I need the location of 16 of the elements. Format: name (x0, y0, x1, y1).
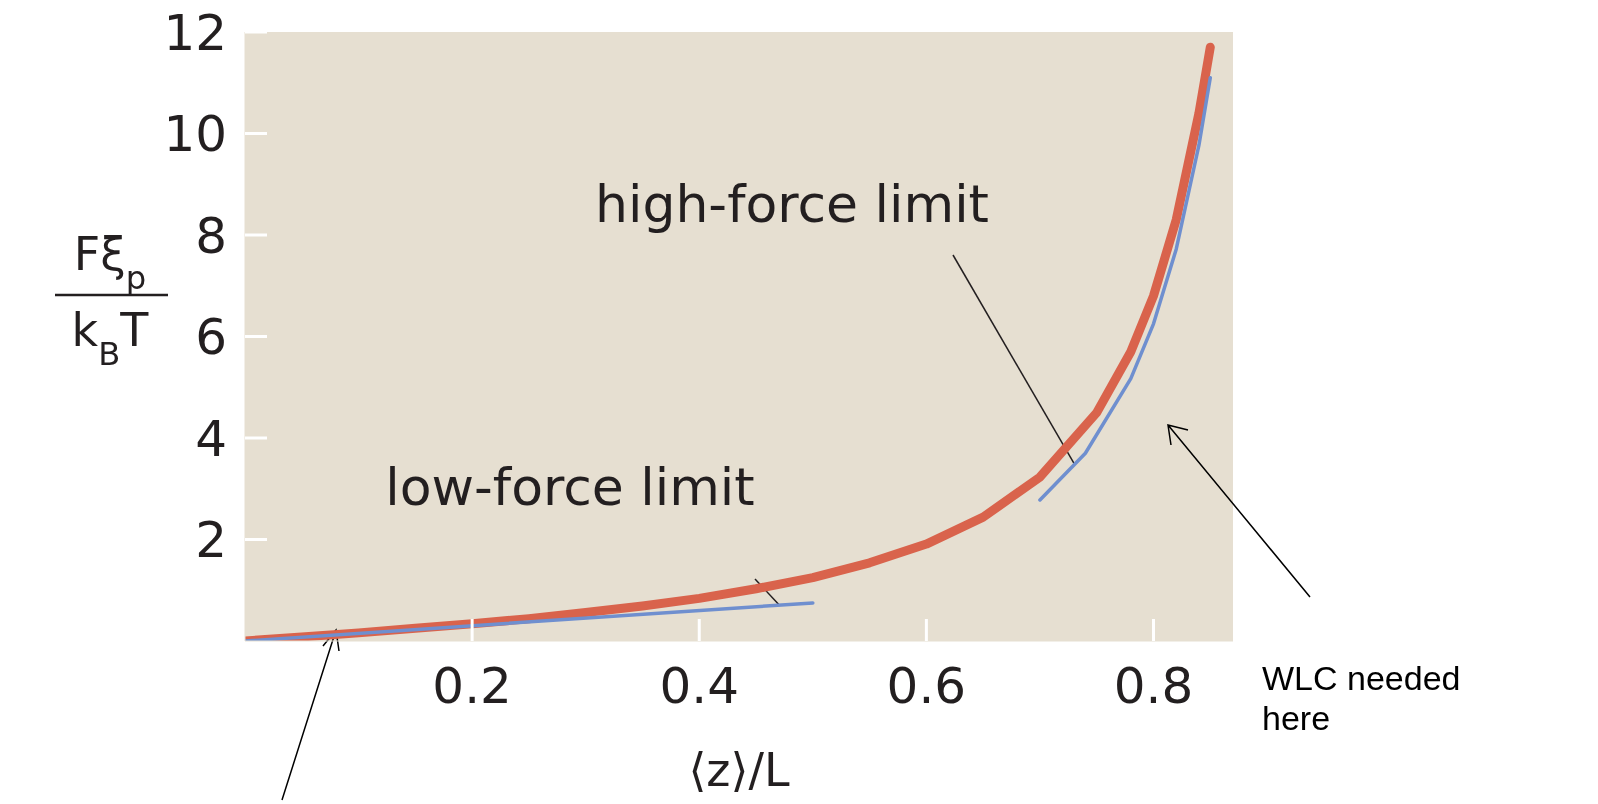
x-tick-label: 0.2 (432, 657, 512, 715)
text: WLC needed here (1262, 659, 1461, 737)
y-tick-label: 6 (195, 308, 227, 366)
x-tick-label: 0.6 (886, 657, 967, 715)
y-tick-label: 8 (195, 206, 227, 265)
y-tick-label: 10 (163, 105, 227, 163)
y-tick-label: 4 (195, 409, 227, 468)
y-tick-label: 2 (195, 511, 227, 569)
x-tick-label: 0.4 (659, 657, 740, 715)
x-axis-title: ⟨z⟩/L (688, 743, 790, 797)
y-axis-title: Fξ$_{p}$ k$_{B}$T (71, 227, 150, 373)
annotation: high-force limit (595, 174, 989, 234)
x-tick-label: 0.8 (1113, 657, 1194, 715)
y-tick-label: 12 (163, 3, 227, 62)
line-series (1038, 75, 1213, 502)
annotation: low-force limit (385, 457, 755, 517)
